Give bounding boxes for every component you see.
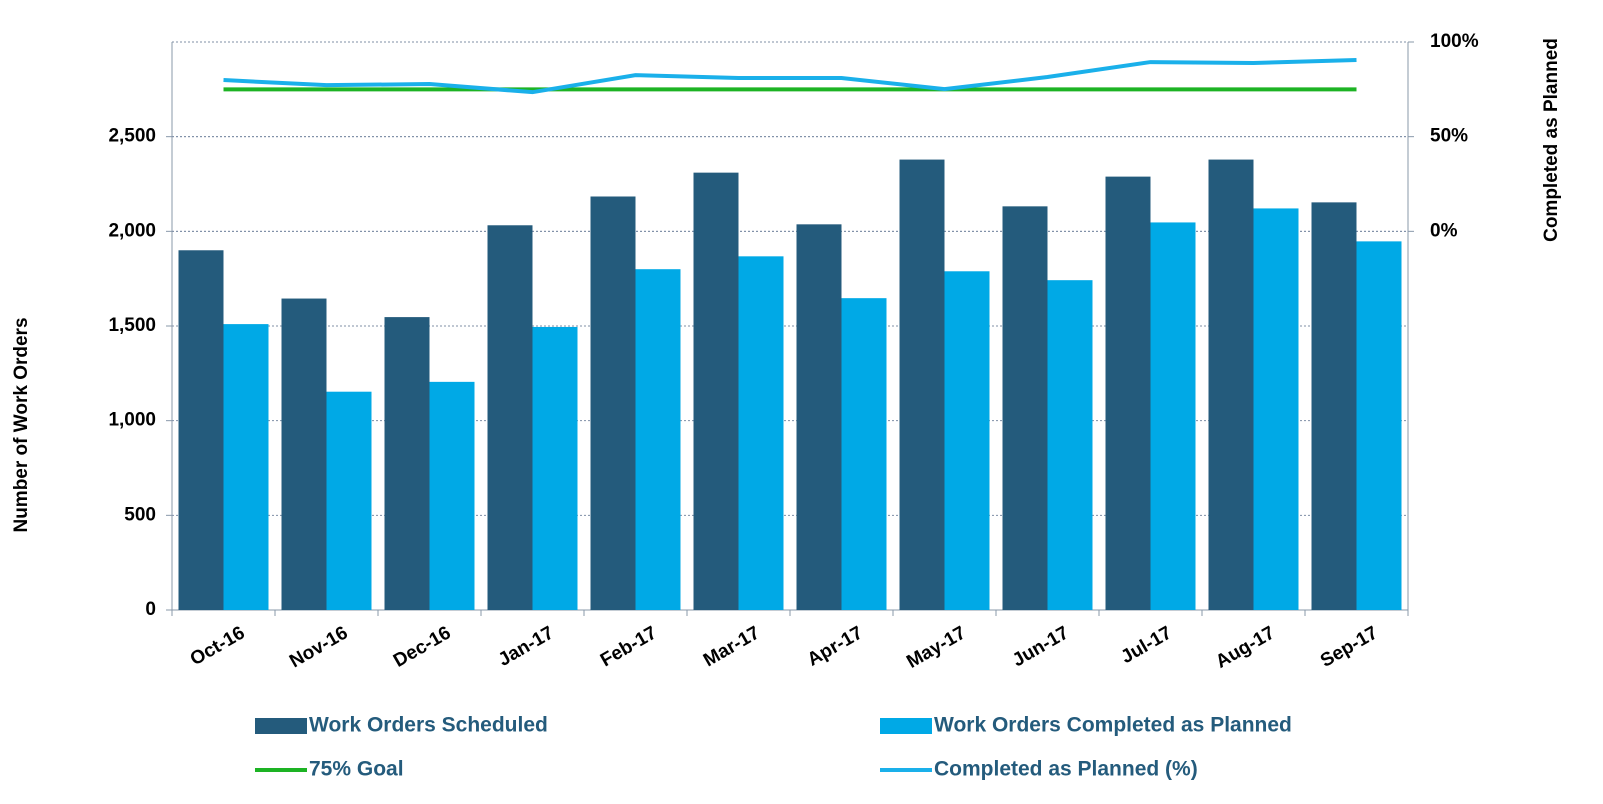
bar — [693, 172, 739, 610]
y-tick-label: 500 — [124, 504, 156, 525]
x-tick-label: Nov-16 — [286, 622, 351, 672]
bar — [1002, 206, 1048, 610]
x-tick-label: Jul-17 — [1117, 622, 1175, 668]
bar — [326, 391, 372, 610]
bar — [1311, 202, 1357, 610]
x-tick-label: Mar-17 — [700, 622, 764, 671]
legend-label: Work Orders Scheduled — [309, 714, 548, 737]
line-series — [223, 57, 1357, 95]
x-tick-label: Apr-17 — [804, 622, 867, 670]
legend-label: 75% Goal — [309, 758, 404, 781]
x-tick-label: Dec-16 — [390, 622, 454, 671]
bar — [429, 381, 475, 610]
bar — [899, 159, 945, 611]
y2-axis-label: Completed as Planned — [1541, 38, 1562, 242]
bar — [1356, 241, 1402, 611]
bar — [590, 196, 636, 610]
y2-tick-label: 50% — [1430, 126, 1468, 147]
y-tick-label: 1,500 — [108, 315, 156, 336]
bar — [384, 317, 430, 610]
bar — [281, 298, 327, 610]
legend-swatch — [880, 718, 932, 734]
x-tick-label: Oct-16 — [187, 622, 249, 670]
y2-tick-label: 0% — [1430, 220, 1458, 241]
y-tick-label: 2,000 — [108, 220, 156, 241]
y2-tick-label: 100% — [1430, 31, 1479, 52]
bar — [944, 271, 990, 610]
bar — [487, 225, 533, 611]
bar — [532, 326, 578, 610]
y-tick-label: 1,000 — [108, 410, 156, 431]
x-tick-label: Feb-17 — [597, 622, 661, 671]
x-tick-label: Jun-17 — [1009, 622, 1073, 671]
bar — [796, 224, 842, 610]
x-tick-label: Aug-17 — [1212, 622, 1278, 672]
x-tick-label: Jan-17 — [495, 622, 558, 670]
bar — [738, 256, 784, 610]
legend-label: Work Orders Completed as Planned — [934, 714, 1292, 737]
bar — [841, 298, 887, 610]
x-tick-label: Sep-17 — [1317, 622, 1381, 671]
bar — [635, 269, 681, 610]
y-tick-label: 0 — [145, 599, 156, 620]
legend-label: Completed as Planned (%) — [934, 758, 1198, 781]
bar — [223, 324, 269, 610]
bar — [1253, 208, 1299, 610]
y-tick-label: 2,500 — [108, 126, 156, 147]
bar — [1047, 280, 1093, 610]
bar — [1105, 176, 1151, 610]
bar — [1150, 222, 1196, 610]
legend-swatch — [255, 718, 307, 734]
x-tick-label: May-17 — [903, 622, 969, 672]
bar — [1208, 159, 1254, 611]
y-axis-label: Number of Work Orders — [11, 317, 32, 532]
bar — [178, 250, 224, 610]
